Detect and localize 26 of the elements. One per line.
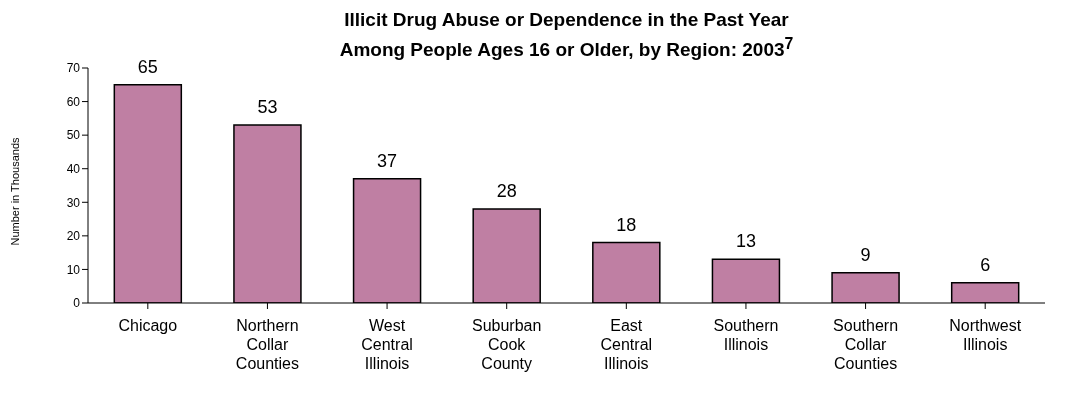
data-label: 13 [735, 231, 756, 252]
x-tick-label: Southern Collar Counties [833, 317, 899, 373]
y-tick-label: 70 [66, 61, 81, 76]
data-label: 18 [616, 214, 637, 235]
y-tick-label: 0 [73, 296, 81, 311]
y-tick-label: 50 [66, 128, 81, 143]
chart-title: Illicit Drug Abuse or Dependence in the Past Year Among People Ages 16 or Older, by Region: 2003$^{7}$ [338, 8, 795, 61]
x-tick-label: Northwest Illinois [949, 317, 1022, 354]
x-tick-label: Northern Collar Counties [235, 317, 300, 373]
x-tick-label: Suburban Cook County [471, 317, 542, 373]
x-tick-label: Chicago [118, 317, 178, 335]
y-tick-label: 30 [66, 195, 81, 210]
x-tick-label: West Central Illinois [361, 317, 413, 373]
y-axis-title: Number in Thousands [8, 137, 21, 246]
data-label: 9 [860, 245, 871, 266]
data-label: 37 [377, 151, 398, 172]
x-tick-label: Southern Illinois [713, 317, 779, 354]
y-tick-label: 60 [66, 95, 81, 110]
y-tick-label: 10 [66, 263, 81, 278]
data-label: 53 [257, 97, 278, 118]
y-tick-label: 20 [66, 229, 81, 244]
data-label: 28 [496, 181, 517, 202]
data-label: 6 [980, 255, 991, 276]
y-tick-label: 40 [66, 162, 81, 177]
data-label: 65 [137, 57, 158, 78]
x-tick-label: East Central Illinois [600, 317, 653, 373]
